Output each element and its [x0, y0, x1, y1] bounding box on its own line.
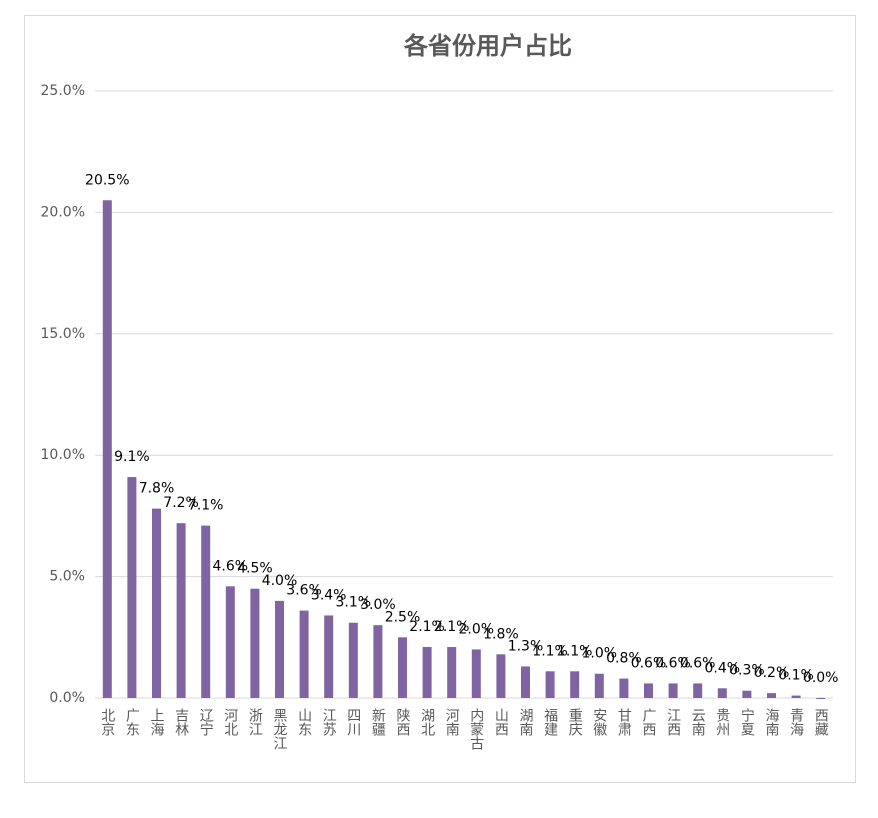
- x-tick-label: 四川: [345, 708, 361, 736]
- x-tick-label: 青海: [788, 708, 804, 736]
- data-label: 4.0%: [262, 573, 298, 589]
- y-tick-label: 15.0%: [41, 326, 85, 342]
- y-tick-label: 25.0%: [41, 83, 85, 99]
- data-label: 7.1%: [188, 498, 224, 514]
- x-tick-label: 云南: [690, 708, 706, 736]
- data-label: 1.1%: [557, 643, 593, 659]
- bar: [324, 615, 334, 698]
- data-label: 4.6%: [213, 558, 249, 574]
- data-label: 1.0%: [582, 646, 618, 662]
- x-tick-label: 黑龙江: [272, 708, 288, 750]
- bar: [594, 673, 604, 698]
- data-label: 2.1%: [409, 619, 445, 635]
- bar: [299, 610, 309, 698]
- x-tick-label: 山东: [296, 708, 312, 736]
- bar: [791, 695, 801, 698]
- data-label: 0.3%: [729, 663, 765, 679]
- data-label: 0.0%: [803, 670, 839, 686]
- data-label: 3.1%: [336, 595, 372, 611]
- data-label: 0.6%: [631, 655, 667, 671]
- data-label: 0.8%: [606, 651, 642, 667]
- bar: [348, 622, 358, 698]
- bar: [545, 671, 555, 698]
- bar: [422, 647, 432, 698]
- bar: [619, 678, 629, 698]
- x-tick-label: 宁夏: [739, 707, 755, 736]
- bar: [373, 625, 383, 698]
- bar: [644, 683, 653, 698]
- bar: [127, 477, 137, 698]
- data-label: 0.4%: [705, 660, 741, 676]
- bar: [816, 698, 826, 699]
- data-label: 20.5%: [85, 172, 129, 188]
- bar: [447, 647, 457, 698]
- bar: [398, 637, 407, 698]
- x-tick-label: 广西: [641, 708, 657, 736]
- x-tick-label: 重庆: [567, 708, 583, 736]
- x-tick-label: 广东: [124, 708, 140, 736]
- bar: [742, 690, 752, 698]
- x-tick-label: 江西: [665, 708, 681, 736]
- x-tick-label: 安徽: [591, 708, 607, 736]
- x-tick-label: 内蒙古: [468, 708, 484, 750]
- chart-title: 各省份用户占比: [403, 32, 572, 60]
- bar: [176, 523, 186, 698]
- bar: [521, 666, 530, 698]
- data-label: 2.5%: [385, 609, 421, 625]
- x-tick-label: 吉林: [173, 708, 189, 736]
- data-label: 7.8%: [139, 481, 175, 497]
- bar: [570, 671, 580, 698]
- bar: [496, 654, 506, 698]
- bar: [693, 683, 703, 698]
- x-tick-label: 江苏: [321, 708, 337, 737]
- data-label: 1.3%: [508, 638, 544, 654]
- data-label: 0.6%: [680, 655, 716, 671]
- data-label: 4.5%: [237, 561, 273, 577]
- x-tick-label: 湖北: [419, 708, 435, 737]
- x-tick-label: 湖南: [518, 708, 534, 736]
- data-label: 0.1%: [778, 668, 814, 684]
- y-tick-label: 20.0%: [41, 204, 85, 220]
- bar: [102, 200, 112, 698]
- x-tick-label: 上海: [149, 708, 165, 736]
- x-tick-label: 辽宁: [198, 708, 214, 736]
- y-tick-label: 10.0%: [41, 447, 85, 463]
- x-tick-label: 河南: [444, 708, 460, 736]
- bar: [225, 586, 235, 698]
- data-label: 3.6%: [286, 583, 322, 599]
- data-label: 3.4%: [311, 587, 347, 603]
- bar: [201, 525, 211, 698]
- chart-frame: [24, 15, 856, 783]
- x-tick-label: 山西: [493, 708, 509, 736]
- x-tick-label: 海南: [764, 708, 780, 736]
- bar: [152, 508, 161, 698]
- data-label: 9.1%: [114, 449, 150, 465]
- data-label: 1.1%: [532, 643, 568, 659]
- data-label: 2.0%: [459, 621, 495, 637]
- x-tick-label: 北京: [99, 708, 115, 736]
- data-label: 0.2%: [754, 665, 790, 681]
- x-tick-label: 陕西: [395, 708, 411, 736]
- x-tick-label: 浙江: [247, 708, 263, 736]
- x-tick-label: 甘肃: [616, 708, 632, 736]
- y-tick-label: 5.0%: [49, 569, 85, 585]
- data-label: 7.2%: [163, 495, 199, 511]
- x-tick-label: 新疆: [370, 708, 386, 736]
- data-label: 0.6%: [655, 655, 691, 671]
- data-label: 2.1%: [434, 619, 470, 635]
- x-tick-label: 西藏: [813, 708, 829, 736]
- bar: [767, 693, 776, 698]
- x-tick-label: 贵州: [714, 708, 730, 736]
- data-label: 1.8%: [483, 626, 519, 642]
- bar: [275, 600, 284, 698]
- bar: [668, 683, 678, 698]
- y-tick-label: 0.0%: [49, 690, 85, 706]
- x-tick-label: 河北: [222, 708, 238, 737]
- x-tick-label: 福建: [542, 708, 558, 737]
- data-label: 3.0%: [360, 597, 396, 613]
- bar: [717, 688, 727, 698]
- bar: [250, 588, 260, 698]
- bar: [471, 649, 481, 698]
